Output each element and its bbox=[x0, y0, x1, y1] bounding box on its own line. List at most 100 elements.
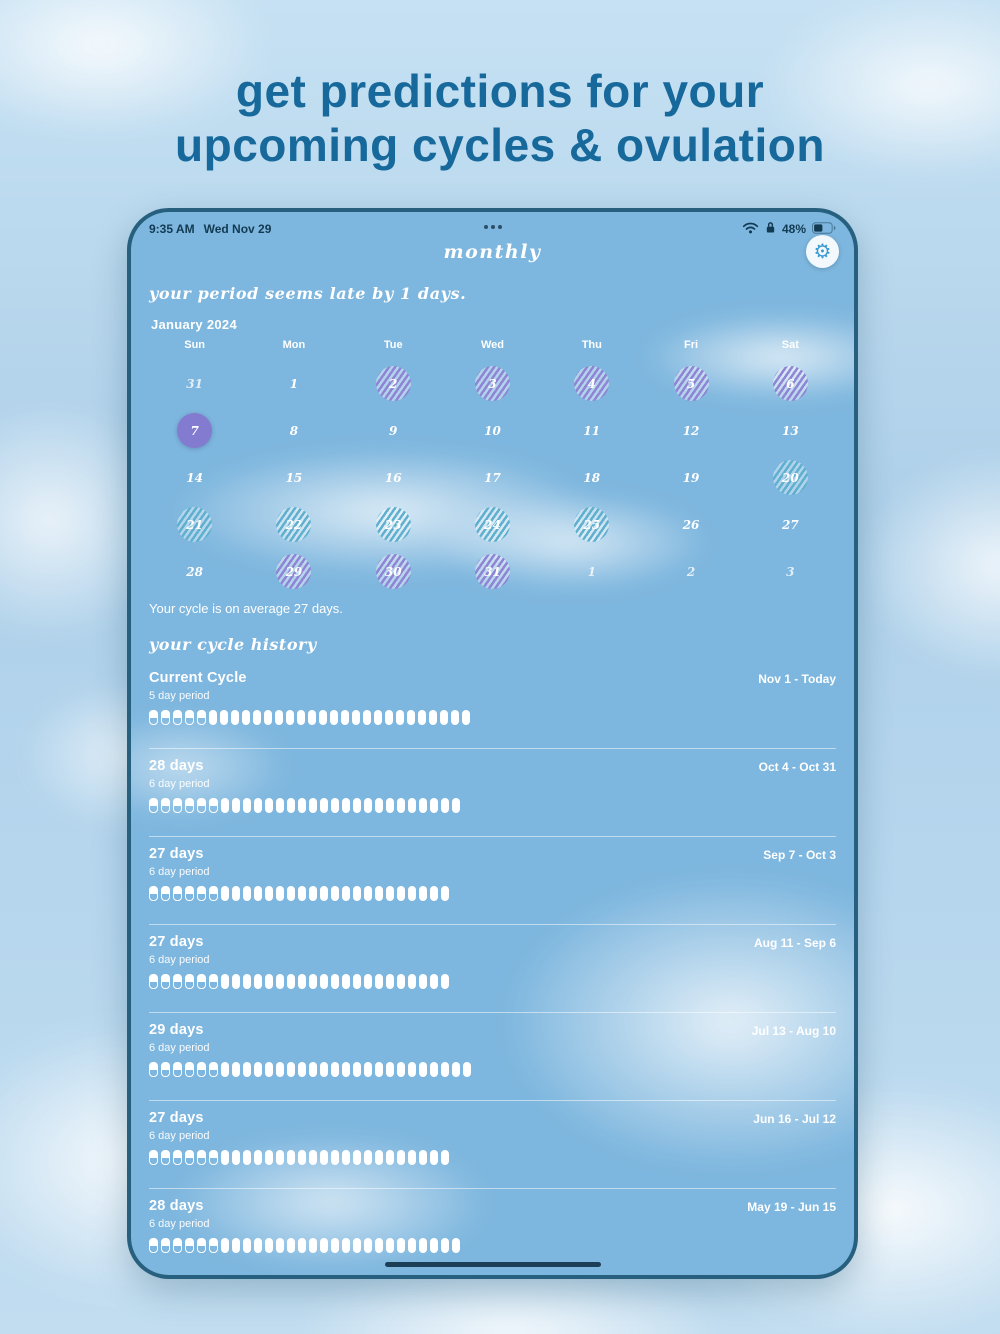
cycle-day-dot bbox=[342, 886, 350, 901]
cycle-row[interactable]: 27 days Aug 11 - Sep 6 6 day period bbox=[149, 925, 836, 1013]
calendar-day[interactable]: 18 bbox=[542, 454, 641, 501]
calendar-day[interactable]: 7 bbox=[145, 407, 244, 454]
cycle-row[interactable]: 27 days Jun 16 - Jul 12 6 day period bbox=[149, 1101, 836, 1189]
cycle-title: 27 days bbox=[149, 846, 204, 862]
cycle-day-dot bbox=[419, 1062, 427, 1077]
day-circle: 28 bbox=[177, 554, 212, 589]
status-bar-right: 48% bbox=[742, 221, 836, 237]
cycle-day-dot bbox=[353, 974, 361, 989]
cycle-day-dot bbox=[243, 798, 251, 813]
calendar-day[interactable]: 5 bbox=[641, 360, 740, 407]
cycle-day-dot bbox=[265, 1238, 273, 1253]
cycle-day-dot bbox=[353, 1238, 361, 1253]
cycle-day-dot bbox=[231, 710, 239, 725]
settings-button[interactable]: ⚙ bbox=[806, 235, 839, 268]
calendar-day[interactable]: 29 bbox=[244, 548, 343, 595]
calendar-day[interactable]: 14 bbox=[145, 454, 244, 501]
calendar-day[interactable]: 9 bbox=[344, 407, 443, 454]
cycle-day-dot bbox=[430, 1150, 438, 1165]
cycle-day-dot bbox=[430, 974, 438, 989]
cycle-title: 29 days bbox=[149, 1022, 204, 1038]
calendar-day[interactable]: 21 bbox=[145, 501, 244, 548]
cycle-title: 27 days bbox=[149, 1110, 204, 1126]
calendar-day[interactable]: 10 bbox=[443, 407, 542, 454]
cycle-subtitle: 6 day period bbox=[149, 1218, 210, 1230]
cycle-day-dot bbox=[276, 1150, 284, 1165]
calendar-day[interactable]: 2 bbox=[344, 360, 443, 407]
multitasking-indicator[interactable] bbox=[483, 225, 502, 229]
cycle-day-dot bbox=[297, 710, 305, 725]
calendar-day[interactable]: 19 bbox=[641, 454, 740, 501]
calendar-day[interactable]: 17 bbox=[443, 454, 542, 501]
day-circle: 1 bbox=[276, 366, 311, 401]
cycle-day-dot bbox=[441, 1150, 449, 1165]
cycle-dots bbox=[149, 710, 836, 725]
calendar-day[interactable]: 20 bbox=[741, 454, 840, 501]
calendar-day[interactable]: 12 bbox=[641, 407, 740, 454]
calendar-day[interactable]: 1 bbox=[244, 360, 343, 407]
calendar-day[interactable]: 13 bbox=[741, 407, 840, 454]
calendar-day[interactable]: 28 bbox=[145, 548, 244, 595]
calendar-day[interactable]: 6 bbox=[741, 360, 840, 407]
day-number: 1 bbox=[587, 564, 596, 579]
calendar: Sun Mon Tue Wed Thu Fri Sat 31 1 2 3 4 5 6 7 8 9 10 11 12 1… bbox=[145, 339, 840, 595]
period-day-dot bbox=[173, 1238, 182, 1253]
cycle-day-dot bbox=[441, 798, 449, 813]
day-number: 9 bbox=[389, 423, 398, 438]
day-number: 2 bbox=[686, 564, 696, 579]
calendar-day[interactable]: 27 bbox=[741, 501, 840, 548]
day-number: 16 bbox=[384, 470, 402, 485]
cycle-subtitle: 6 day period bbox=[149, 866, 210, 878]
calendar-day[interactable]: 11 bbox=[542, 407, 641, 454]
calendar-day[interactable]: 8 bbox=[244, 407, 343, 454]
cycle-row[interactable]: 27 days Sep 7 - Oct 3 6 day period bbox=[149, 837, 836, 925]
calendar-day[interactable]: 26 bbox=[641, 501, 740, 548]
cycle-day-dot bbox=[364, 1150, 372, 1165]
cycle-day-dot bbox=[451, 710, 459, 725]
calendar-day[interactable]: 4 bbox=[542, 360, 641, 407]
calendar-day[interactable]: 24 bbox=[443, 501, 542, 548]
day-number: 18 bbox=[583, 470, 601, 485]
calendar-day[interactable]: 23 bbox=[344, 501, 443, 548]
cycle-day-dot bbox=[452, 1238, 460, 1253]
calendar-day[interactable]: 1 bbox=[542, 548, 641, 595]
cycle-row[interactable]: 28 days Oct 4 - Oct 31 6 day period bbox=[149, 749, 836, 837]
calendar-day[interactable]: 3 bbox=[741, 548, 840, 595]
period-day-dot bbox=[149, 1062, 158, 1077]
cycle-title: Current Cycle bbox=[149, 670, 247, 686]
home-indicator[interactable] bbox=[384, 1262, 601, 1267]
cycle-day-dot bbox=[408, 1062, 416, 1077]
calendar-day[interactable]: 15 bbox=[244, 454, 343, 501]
cycle-subtitle: 5 day period bbox=[149, 690, 210, 702]
cycle-day-dot bbox=[385, 710, 393, 725]
period-day-dot bbox=[185, 1238, 194, 1253]
day-number: 24 bbox=[484, 517, 501, 532]
cycle-day-dot bbox=[419, 974, 427, 989]
day-number: 17 bbox=[484, 470, 501, 485]
cycle-row[interactable]: Current Cycle Nov 1 - Today 5 day period bbox=[149, 661, 836, 749]
day-circle: 12 bbox=[674, 413, 709, 448]
cycle-day-dot bbox=[375, 1150, 383, 1165]
cycle-day-dot bbox=[408, 1150, 416, 1165]
calendar-day[interactable]: 30 bbox=[344, 548, 443, 595]
calendar-day[interactable]: 16 bbox=[344, 454, 443, 501]
calendar-day[interactable]: 3 bbox=[443, 360, 542, 407]
cycle-day-dot bbox=[287, 798, 295, 813]
cycle-row[interactable]: 29 days Jul 13 - Aug 10 6 day period bbox=[149, 1013, 836, 1101]
calendar-day[interactable]: 25 bbox=[542, 501, 641, 548]
calendar-day[interactable]: 2 bbox=[641, 548, 740, 595]
cycle-day-dot bbox=[309, 974, 317, 989]
day-number: 29 bbox=[285, 564, 303, 579]
calendar-day[interactable]: 22 bbox=[244, 501, 343, 548]
day-number: 11 bbox=[583, 423, 601, 438]
calendar-day[interactable]: 31 bbox=[145, 360, 244, 407]
day-number: 22 bbox=[285, 517, 303, 532]
period-day-dot bbox=[161, 798, 170, 813]
calendar-day[interactable]: 31 bbox=[443, 548, 542, 595]
cycle-day-dot bbox=[232, 1238, 240, 1253]
cycle-history-heading: your cycle history bbox=[149, 635, 317, 654]
cycle-day-dot bbox=[232, 1150, 240, 1165]
cycle-day-dot bbox=[440, 710, 448, 725]
cycle-day-dot bbox=[320, 1062, 328, 1077]
cycle-day-dot bbox=[276, 798, 284, 813]
